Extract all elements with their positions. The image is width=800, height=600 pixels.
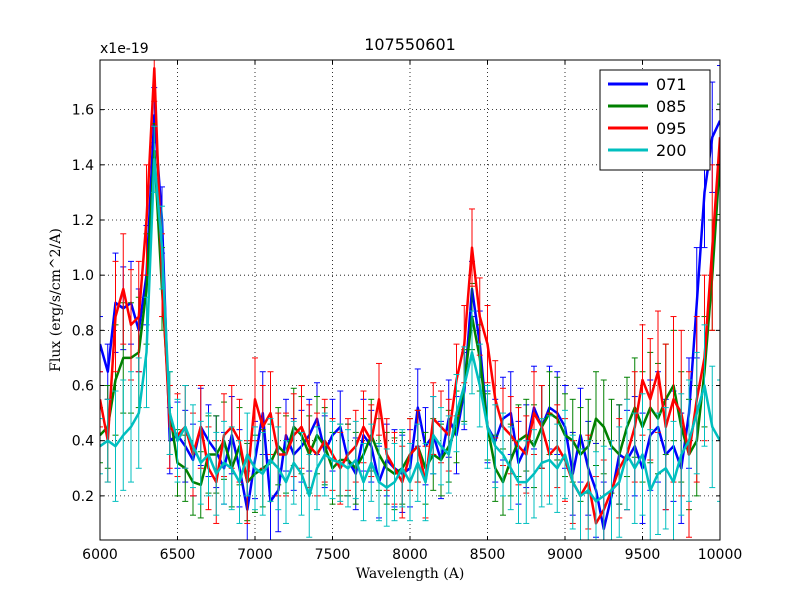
x-axis-label: Wavelength (A) bbox=[356, 566, 465, 582]
y-tick-label: 1.0 bbox=[72, 268, 94, 284]
x-tick-label: 9500 bbox=[625, 547, 661, 563]
legend-label-095: 095 bbox=[656, 119, 687, 138]
y-tick-label: 0.6 bbox=[72, 379, 94, 395]
y-tick-label: 1.2 bbox=[72, 213, 94, 229]
series-200 bbox=[100, 125, 720, 540]
y-tick-label: 0.8 bbox=[72, 323, 94, 339]
ticks: 6000 6500 7000 7500 8000 8500 9000 9500 10000 0.2… bbox=[72, 60, 743, 563]
y-offset-label: x1e-19 bbox=[100, 41, 149, 57]
legend-label-085: 085 bbox=[656, 97, 687, 116]
x-tick-label: 6500 bbox=[160, 547, 196, 563]
series-line-200 bbox=[100, 158, 720, 503]
legend-box bbox=[599, 69, 711, 171]
x-tick-label: 8000 bbox=[392, 547, 428, 563]
legend: 071 085 095 200 bbox=[599, 69, 711, 171]
series-layer bbox=[100, 60, 720, 540]
x-tick-label: 10000 bbox=[698, 547, 743, 563]
legend-label-071: 071 bbox=[656, 75, 687, 94]
x-tick-label: 8500 bbox=[470, 547, 506, 563]
x-tick-label: 9000 bbox=[547, 547, 583, 563]
y-tick-label: 0.2 bbox=[72, 489, 94, 505]
y-tick-label: 1.4 bbox=[72, 158, 94, 174]
y-axis-label: Flux (erg/s/cm^2/A) bbox=[48, 228, 64, 372]
x-tick-label: 6000 bbox=[82, 547, 118, 563]
legend-label-200: 200 bbox=[656, 141, 687, 160]
y-tick-label: 1.6 bbox=[72, 103, 94, 119]
y-tick-label: 0.4 bbox=[72, 434, 94, 450]
chart-title: 107550601 bbox=[364, 35, 456, 54]
x-tick-label: 7500 bbox=[315, 547, 351, 563]
x-tick-label: 7000 bbox=[237, 547, 273, 563]
